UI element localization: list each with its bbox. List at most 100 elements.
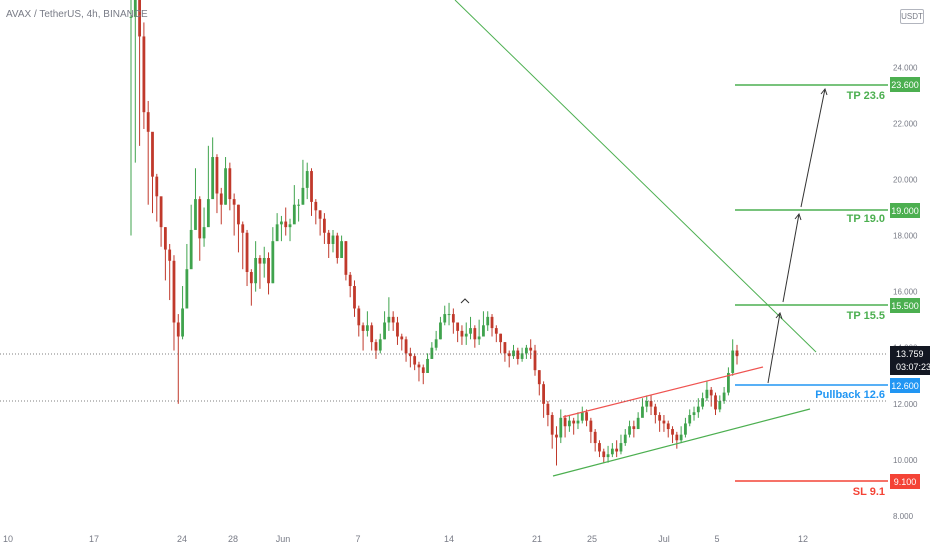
candle bbox=[357, 306, 360, 337]
candle bbox=[379, 334, 382, 354]
candle bbox=[340, 236, 343, 258]
projection-arrow-3[interactable] bbox=[801, 89, 827, 207]
candle bbox=[465, 322, 468, 344]
candle bbox=[658, 412, 661, 432]
tp1-annotation: TP 15.5 bbox=[847, 310, 885, 322]
candle bbox=[323, 213, 326, 244]
candle bbox=[344, 241, 347, 280]
channel-resistance-line[interactable] bbox=[563, 367, 763, 417]
candle bbox=[366, 311, 369, 336]
candle bbox=[508, 351, 511, 368]
candle bbox=[387, 297, 390, 331]
time-tick-label: 14 bbox=[444, 534, 454, 544]
candle bbox=[628, 421, 631, 438]
candle bbox=[155, 174, 158, 222]
price-tick-label: 16.000 bbox=[893, 288, 918, 297]
candle bbox=[426, 353, 429, 373]
descending-trendline[interactable] bbox=[455, 0, 816, 352]
candle bbox=[418, 362, 421, 382]
candle bbox=[542, 381, 545, 417]
candle bbox=[349, 272, 352, 297]
candle bbox=[164, 227, 167, 280]
candle bbox=[675, 432, 678, 449]
candle bbox=[280, 216, 283, 241]
time-tick-label: 21 bbox=[532, 534, 542, 544]
candle bbox=[714, 393, 717, 415]
candle bbox=[521, 348, 524, 362]
candle bbox=[607, 446, 610, 463]
symbol-title: AVAX / TetherUS, 4h, BINANCE bbox=[6, 9, 148, 20]
time-tick-label: 28 bbox=[228, 534, 238, 544]
channel-support-line[interactable] bbox=[553, 409, 810, 476]
last-price-text: 13.759 bbox=[896, 349, 924, 359]
pullback-badge-text: 12.600 bbox=[891, 381, 919, 391]
candle bbox=[491, 314, 494, 336]
drawings[interactable] bbox=[0, 0, 888, 481]
candle bbox=[250, 269, 253, 305]
candle bbox=[314, 199, 317, 224]
candle bbox=[684, 418, 687, 438]
candle bbox=[624, 429, 627, 446]
candle bbox=[181, 286, 184, 339]
candle bbox=[396, 317, 399, 345]
tp2-badge-text: 19.000 bbox=[891, 206, 919, 216]
candle bbox=[228, 163, 231, 211]
time-tick-label: 24 bbox=[177, 534, 187, 544]
time-tick-label: 17 bbox=[89, 534, 99, 544]
candle bbox=[469, 317, 472, 339]
candle bbox=[671, 426, 674, 443]
candle bbox=[486, 311, 489, 331]
time-tick-label: Jul bbox=[658, 534, 670, 544]
time-tick-label: Jun bbox=[276, 534, 291, 544]
candle bbox=[375, 339, 378, 359]
candle bbox=[336, 233, 339, 264]
candle bbox=[259, 255, 262, 289]
candle bbox=[620, 435, 623, 455]
candle bbox=[306, 163, 309, 199]
candle bbox=[198, 196, 201, 260]
projection-arrow-2[interactable] bbox=[783, 214, 801, 302]
price-tick-label: 10.000 bbox=[893, 456, 918, 465]
time-tick-label: 10 bbox=[3, 534, 13, 544]
candle bbox=[297, 199, 300, 221]
candle bbox=[499, 334, 502, 354]
candle bbox=[495, 325, 498, 342]
candle bbox=[706, 381, 709, 401]
candle bbox=[439, 317, 442, 339]
candle bbox=[168, 244, 171, 300]
candle bbox=[284, 208, 287, 236]
candle bbox=[504, 342, 507, 362]
axes: 24.00022.00020.00018.00016.00014.00012.0… bbox=[3, 63, 918, 544]
currency-button[interactable]: USDT bbox=[900, 9, 924, 24]
candle bbox=[637, 412, 640, 429]
candle bbox=[710, 387, 713, 407]
local-peak-arrow[interactable] bbox=[461, 299, 469, 303]
time-tick-label: 7 bbox=[355, 534, 360, 544]
price-tick-label: 18.000 bbox=[893, 232, 918, 241]
candle bbox=[516, 348, 519, 365]
candle bbox=[512, 345, 515, 359]
candle bbox=[353, 280, 356, 316]
candle bbox=[233, 193, 236, 235]
candle bbox=[430, 342, 433, 359]
pullback-annotation: Pullback 12.6 bbox=[815, 389, 885, 401]
level-labels: TP 23.6 TP 19.0 TP 15.5 Pullback 12.6 SL… bbox=[815, 90, 885, 498]
candle bbox=[160, 196, 163, 246]
candle bbox=[589, 418, 592, 443]
candle bbox=[525, 345, 528, 359]
projection-arrow-1[interactable] bbox=[768, 313, 782, 383]
candle bbox=[276, 213, 279, 241]
candle bbox=[173, 255, 176, 350]
candle bbox=[422, 365, 425, 385]
candle bbox=[663, 415, 666, 432]
candle bbox=[632, 421, 635, 438]
candle bbox=[413, 353, 416, 370]
candle bbox=[736, 345, 739, 365]
time-tick-label: 12 bbox=[798, 534, 808, 544]
countdown-text: 03:07:23 bbox=[896, 362, 931, 372]
candle bbox=[142, 22, 145, 129]
candle bbox=[581, 407, 584, 424]
time-tick-label: 25 bbox=[587, 534, 597, 544]
